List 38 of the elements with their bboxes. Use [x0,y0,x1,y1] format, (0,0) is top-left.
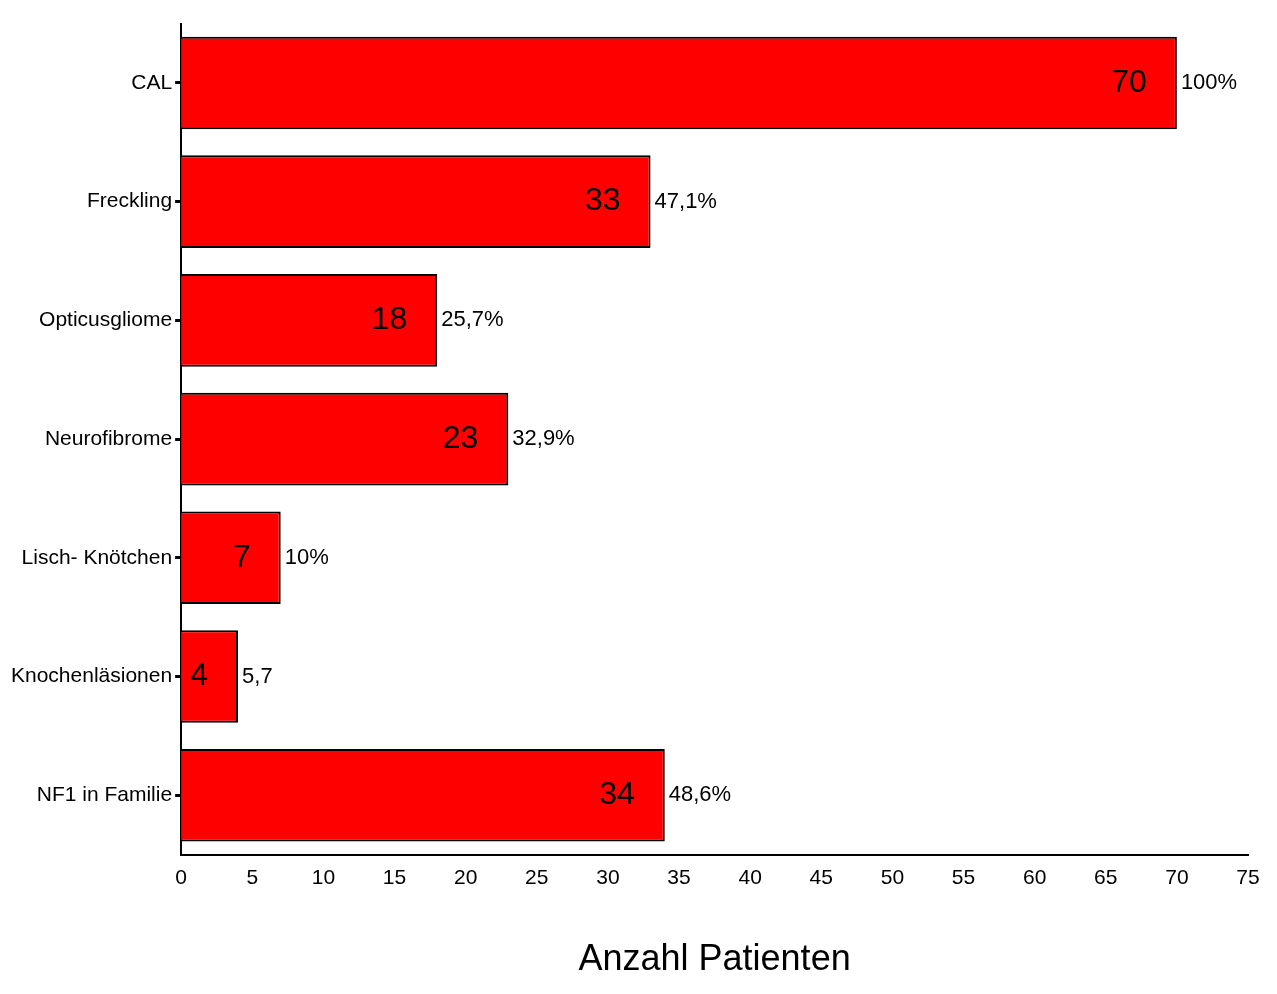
x-tick-label: 75 [1236,865,1260,888]
x-tick-label: 25 [525,865,549,888]
y-tick-label: Lisch- Knötchen [21,544,173,568]
data-label: 18 [371,300,408,337]
y-tick-label: Knochenläsionen [10,663,173,687]
data-label: 70 [1111,62,1147,99]
x-tick-label: 35 [667,865,691,888]
data-label: 33 [584,181,621,218]
y-tick-label: NF1 in Familie [36,782,173,806]
data-label: 7 [232,537,251,574]
data-label: 23 [442,418,479,455]
x-tick-label: 45 [809,865,833,888]
annotation: 25,7% [441,306,504,332]
x-tick-label: 50 [880,865,905,888]
annotation: 48,6% [668,781,732,807]
annotation: 47,1% [654,187,717,213]
x-tick-label: 65 [1094,865,1118,888]
y-tick-label: Freckling [86,188,173,212]
x-tick-label: 30 [596,865,620,888]
annotation: 32,9% [512,425,575,451]
x-tick-label: 40 [738,865,762,888]
x-tick-label: 20 [453,865,478,888]
x-tick-label: 5 [246,865,259,888]
x-tick-label: 70 [1165,865,1189,888]
x-tick-label: 60 [1022,865,1047,888]
x-tick-label: 10 [311,865,336,888]
y-tick-label: Neurofibrome [44,425,173,449]
data-label: 34 [599,775,635,812]
y-tick-label: CAL [131,69,173,93]
y-tick-label: Opticusgliome [39,307,173,331]
annotation: 5,7 [242,662,273,688]
x-axis-title: Anzahl Patienten [578,937,851,979]
x-tick-label: 55 [951,865,976,888]
x-tick-label: 0 [175,865,187,888]
annotation: 10% [284,543,329,569]
x-tick-label: 15 [382,865,407,888]
annotation: 100% [1180,69,1238,95]
data-label: 4 [190,656,209,693]
